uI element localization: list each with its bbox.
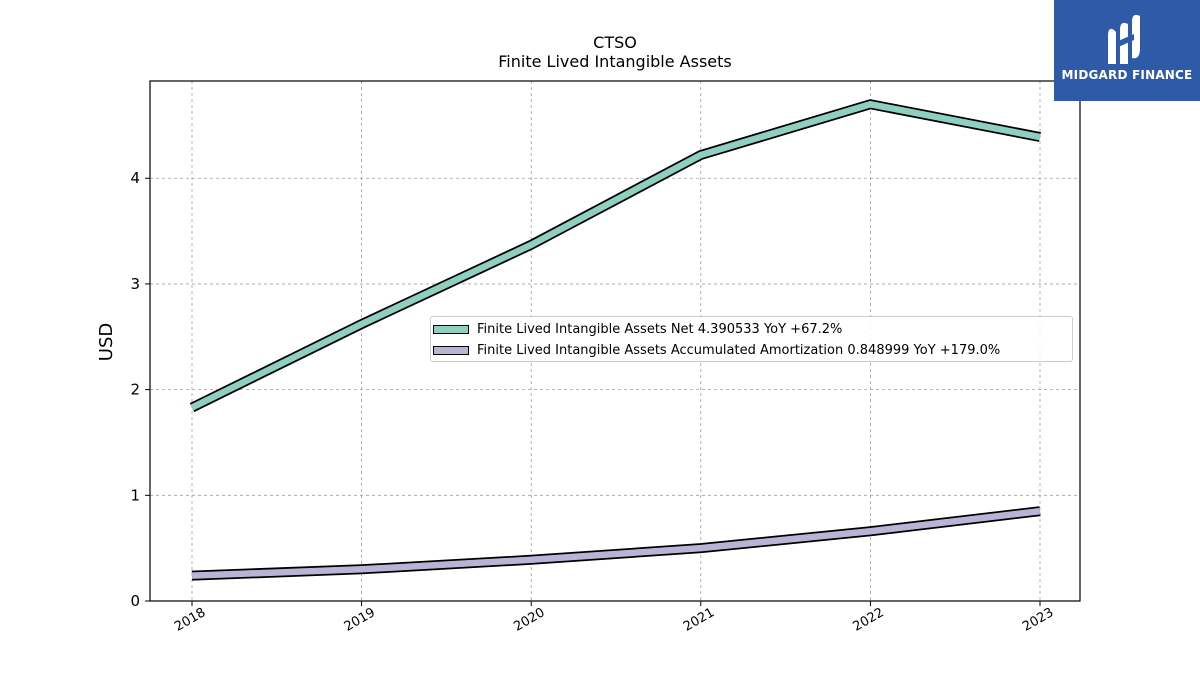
legend-item-amortization: Finite Lived Intangible Assets Accumulat… (433, 341, 1000, 359)
logo-mark-icon (1108, 14, 1140, 64)
x-tick-label: 2023 (1020, 605, 1056, 635)
series-line-0 (190, 100, 1041, 411)
legend-item-net: Finite Lived Intangible Assets Net 4.390… (433, 320, 842, 338)
legend-swatch-net (433, 324, 469, 334)
x-tick-label: 2019 (342, 605, 378, 635)
series-outline-0 (189, 99, 1041, 413)
series-line-1 (191, 507, 1041, 579)
legend-label-net: Finite Lived Intangible Assets Net 4.390… (477, 321, 843, 337)
legend: Finite Lived Intangible Assets Net 4.390… (430, 316, 1073, 362)
y-tick-label: 0 (130, 592, 140, 610)
legend-label-amortization: Finite Lived Intangible Assets Accumulat… (477, 342, 1001, 358)
chart-subtitle: Finite Lived Intangible Assets (498, 52, 731, 71)
y-tick-label: 2 (130, 381, 140, 399)
x-tick-label: 2018 (172, 605, 208, 635)
brand-logo: MIDGARD FINANCE (1054, 0, 1200, 101)
axes: 2018 2019 2020 2021 2022 2023 0 1 2 3 4 (130, 169, 1056, 635)
x-tick-label: 2020 (511, 605, 547, 635)
series-lines (189, 99, 1041, 581)
x-tick-label: 2021 (681, 605, 717, 635)
y-axis-label: USD (96, 323, 117, 361)
grid-lines (150, 81, 1080, 601)
logo-text: MIDGARD FINANCE (1061, 68, 1193, 82)
y-tick-label: 1 (130, 486, 140, 504)
plot-frame (149, 80, 1081, 602)
y-tick-label: 3 (130, 275, 140, 293)
legend-swatch-amortization (433, 345, 469, 355)
series-outline-1 (191, 506, 1041, 581)
y-tick-label: 4 (130, 169, 140, 187)
chart-title: CTSO (593, 33, 637, 52)
x-tick-label: 2022 (851, 605, 887, 635)
